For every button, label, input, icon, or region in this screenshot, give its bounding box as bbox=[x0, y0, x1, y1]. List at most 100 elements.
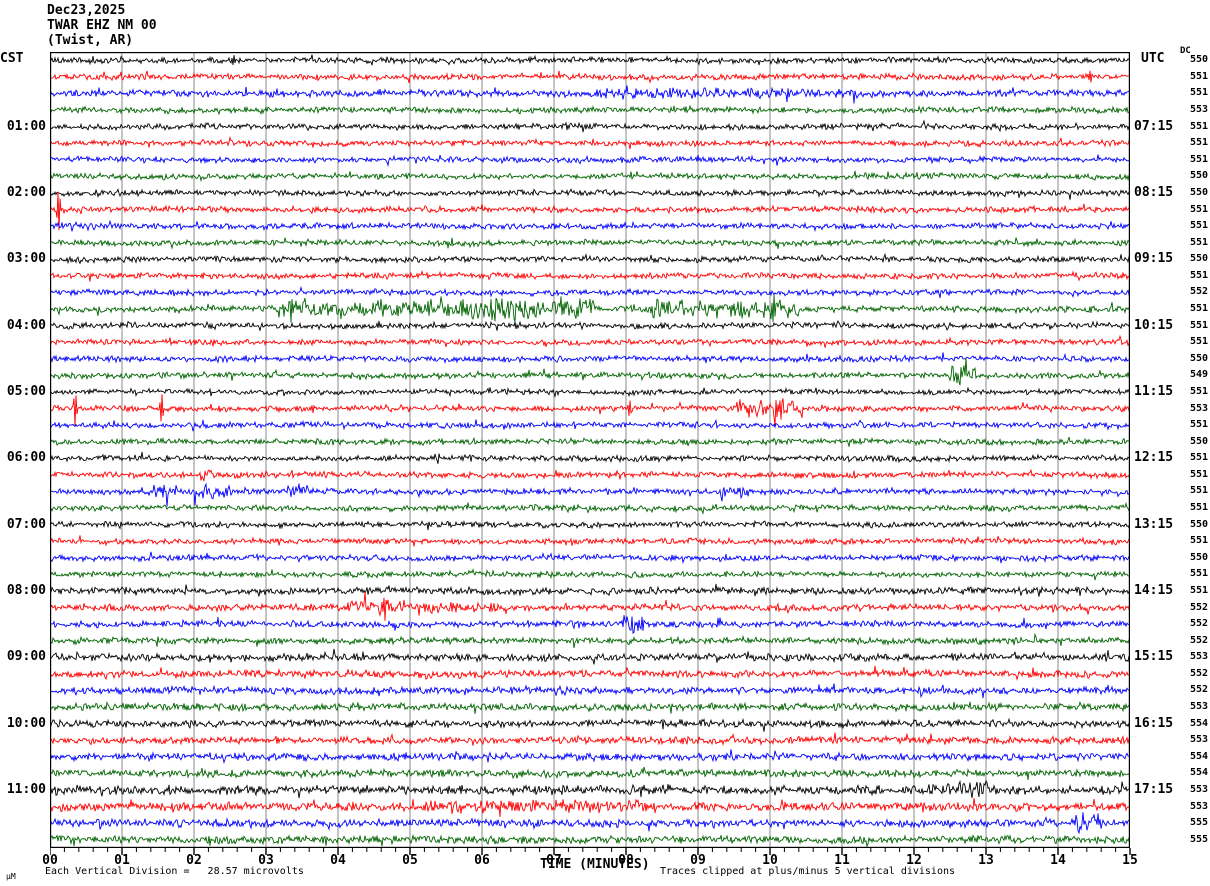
dc-value: 553 bbox=[1189, 104, 1208, 116]
seismic-trace bbox=[50, 54, 1130, 66]
dc-value: 551 bbox=[1189, 220, 1208, 232]
minute-tick-label: 03 bbox=[258, 853, 274, 868]
time-axis-title: TIME (MINUTES) bbox=[540, 857, 650, 872]
seismic-trace bbox=[50, 219, 1130, 233]
minute-tick-label: 11 bbox=[834, 853, 850, 868]
dc-value: 551 bbox=[1189, 502, 1208, 514]
tick-marks-svg bbox=[50, 848, 1131, 855]
seismic-trace bbox=[50, 833, 1130, 848]
utc-hour-label: 14:15 bbox=[1134, 582, 1174, 598]
cst-hour-label: 11:00 bbox=[6, 781, 46, 797]
utc-axis-label: UTC bbox=[1141, 51, 1165, 66]
cst-hour-label: 07:00 bbox=[6, 516, 46, 532]
seismic-trace bbox=[50, 285, 1130, 299]
seismic-trace bbox=[50, 519, 1130, 531]
seismic-trace bbox=[50, 418, 1130, 432]
seismic-trace bbox=[50, 749, 1130, 765]
seismic-trace bbox=[50, 436, 1130, 447]
cst-hour-label: 10:00 bbox=[6, 715, 46, 731]
seismic-trace bbox=[50, 352, 1130, 364]
seismic-trace bbox=[50, 334, 1130, 348]
utc-hour-label: 09:15 bbox=[1134, 251, 1174, 267]
dc-value: 551 bbox=[1189, 385, 1208, 397]
seismic-trace bbox=[50, 104, 1130, 116]
minute-tick-label: 06 bbox=[474, 853, 490, 868]
seismic-trace bbox=[50, 615, 1130, 634]
helicorder-plot bbox=[50, 52, 1130, 848]
seismic-trace bbox=[50, 732, 1130, 747]
dc-value: 553 bbox=[1189, 800, 1208, 812]
dc-value: 553 bbox=[1189, 651, 1208, 663]
seismic-trace bbox=[50, 779, 1130, 799]
seismic-trace bbox=[50, 252, 1130, 265]
dc-value: 551 bbox=[1189, 419, 1208, 431]
seismic-trace bbox=[50, 665, 1130, 682]
dc-value: 551 bbox=[1189, 236, 1208, 248]
seismic-trace bbox=[50, 632, 1130, 648]
seismic-trace bbox=[50, 551, 1130, 564]
dc-value: 553 bbox=[1189, 701, 1208, 713]
title-location: (Twist, AR) bbox=[47, 33, 134, 48]
cst-hour-label: 06:00 bbox=[6, 450, 46, 466]
dc-value: 551 bbox=[1189, 584, 1208, 596]
dc-value: 550 bbox=[1189, 253, 1208, 265]
seismic-trace bbox=[50, 191, 1130, 231]
minute-tick-label: 09 bbox=[690, 853, 706, 868]
dc-value: 550 bbox=[1189, 551, 1208, 563]
seismic-trace bbox=[50, 700, 1130, 714]
dc-value: 551 bbox=[1189, 568, 1208, 580]
dc-value: 551 bbox=[1189, 452, 1208, 464]
minute-tick-label: 10 bbox=[762, 853, 778, 868]
seismic-trace bbox=[50, 717, 1130, 732]
seismic-trace bbox=[50, 683, 1130, 699]
micro-unit-mark: µM bbox=[6, 872, 16, 881]
dc-value: 551 bbox=[1189, 269, 1208, 281]
utc-hour-label: 11:15 bbox=[1134, 383, 1174, 399]
dc-value: 551 bbox=[1189, 87, 1208, 99]
seismic-trace bbox=[50, 386, 1130, 398]
seismic-trace bbox=[50, 568, 1130, 581]
utc-hour-label: 15:15 bbox=[1134, 649, 1174, 665]
dc-value: 550 bbox=[1189, 352, 1208, 364]
clip-note: Traces clipped at plus/minus 5 vertical … bbox=[660, 866, 956, 877]
cst-hour-label: 01:00 bbox=[6, 118, 46, 134]
dc-value: 551 bbox=[1189, 535, 1208, 547]
utc-hour-label: 12:15 bbox=[1134, 450, 1174, 466]
cst-hour-label: 08:00 bbox=[6, 582, 46, 598]
minute-tick-label: 05 bbox=[402, 853, 418, 868]
time-axis-ticks bbox=[50, 848, 1131, 858]
cst-hour-label: 03:00 bbox=[6, 251, 46, 267]
dc-value: 551 bbox=[1189, 120, 1208, 132]
seismic-trace bbox=[50, 591, 1130, 621]
seismic-trace bbox=[50, 798, 1130, 817]
dc-value: 552 bbox=[1189, 684, 1208, 696]
minute-tick-label: 01 bbox=[114, 853, 130, 868]
dc-value: 552 bbox=[1189, 634, 1208, 646]
dc-value: 549 bbox=[1189, 369, 1208, 381]
seismic-trace bbox=[50, 154, 1130, 167]
dc-value: 552 bbox=[1189, 667, 1208, 679]
dc-value: 551 bbox=[1189, 203, 1208, 215]
minute-tick-label: 08 bbox=[618, 853, 634, 868]
dc-value: 554 bbox=[1189, 767, 1208, 779]
seismic-trace bbox=[50, 294, 1130, 323]
dc-value: 551 bbox=[1189, 468, 1208, 480]
cst-hour-label: 09:00 bbox=[6, 649, 46, 665]
minute-tick-label: 15 bbox=[1122, 853, 1138, 868]
seismic-trace bbox=[50, 357, 1130, 386]
dc-value: 551 bbox=[1189, 485, 1208, 497]
dc-value: 555 bbox=[1189, 817, 1208, 829]
dc-value: 550 bbox=[1189, 170, 1208, 182]
seismic-trace bbox=[50, 812, 1130, 835]
seismic-trace bbox=[50, 535, 1130, 547]
utc-hour-label: 08:15 bbox=[1134, 184, 1174, 200]
seismic-trace bbox=[50, 85, 1130, 104]
utc-hour-label: 17:15 bbox=[1134, 781, 1174, 797]
minute-tick-label: 07 bbox=[546, 853, 562, 868]
dc-value: 550 bbox=[1189, 518, 1208, 530]
dc-column-header: DC bbox=[1180, 46, 1191, 56]
dc-value: 551 bbox=[1189, 319, 1208, 331]
seismic-trace bbox=[50, 135, 1130, 150]
seismic-trace bbox=[50, 482, 1130, 507]
